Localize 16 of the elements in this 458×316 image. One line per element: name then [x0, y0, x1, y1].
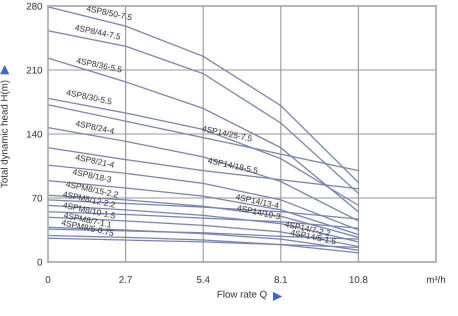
x-tick-label: 10.8	[350, 276, 368, 284]
annotation: 4SP8/18-3	[72, 168, 112, 183]
y-tick-label: 210	[26, 66, 42, 74]
x-tick-label: 2.7	[119, 276, 132, 283]
x-tick-label: 0	[46, 276, 50, 284]
annotation: 4SP8/21-4	[75, 154, 115, 168]
y-axis-title: Total dynamic head H(m)	[0, 80, 10, 188]
y-tick-label: 140	[26, 130, 42, 138]
y-tick-label: 0	[37, 258, 42, 266]
x-tick-label: 5.4	[196, 276, 210, 284]
annotation: 4SP8/24-4	[75, 120, 115, 134]
y-tick-label: 70	[32, 194, 42, 202]
x-tick-label: m³/h	[426, 276, 446, 284]
x-axis-title: Flow rate Q	[218, 290, 267, 300]
y-tick-label: 280	[26, 2, 42, 10]
x-tick-label: 8.1	[274, 276, 288, 284]
